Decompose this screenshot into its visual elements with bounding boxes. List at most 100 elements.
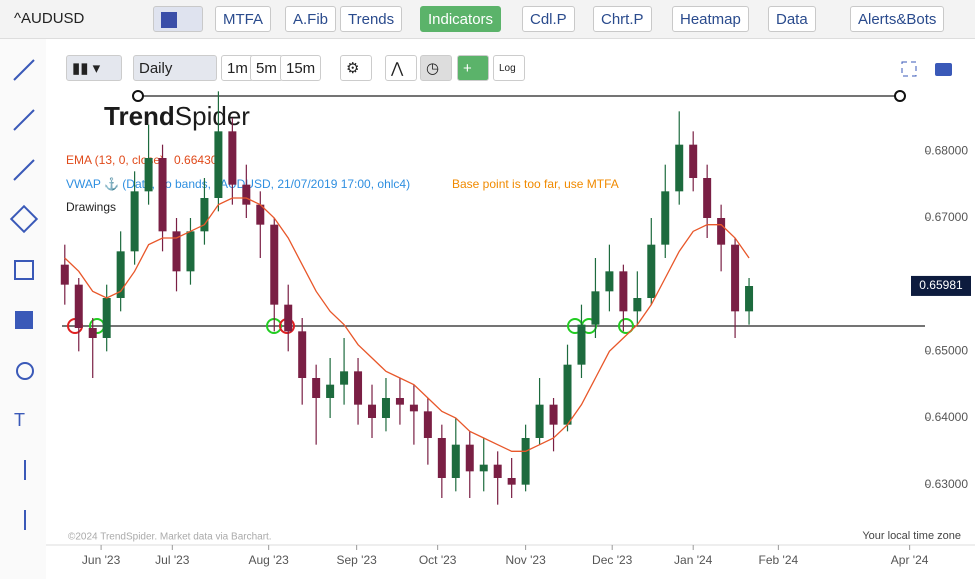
interval[interactable]: 1m xyxy=(221,55,254,81)
candle-body xyxy=(577,324,586,365)
settings[interactable]: ⚙ xyxy=(340,55,372,81)
line-handle xyxy=(132,90,144,102)
candle-body xyxy=(74,284,83,328)
fullscreen[interactable] xyxy=(901,61,917,77)
candle-body xyxy=(256,204,265,225)
candle-body xyxy=(214,131,223,198)
candle-body xyxy=(368,404,377,418)
drawing-tools[interactable] xyxy=(9,59,39,530)
candle-body xyxy=(563,364,572,425)
candle-body xyxy=(647,244,656,298)
x-tick-label: Jul '23 xyxy=(155,553,190,567)
candle-body xyxy=(423,411,432,438)
candle-body xyxy=(158,158,167,232)
candle-body xyxy=(242,184,251,205)
interval[interactable]: 5m xyxy=(250,55,283,81)
candle-body xyxy=(298,331,307,378)
candle-body xyxy=(200,198,209,232)
x-tick-label: Feb '24 xyxy=(759,553,799,567)
candle-body xyxy=(144,158,153,192)
y-tick-label: 0.68000 xyxy=(925,144,969,158)
candle-body xyxy=(535,404,544,438)
candle-body xyxy=(465,444,474,472)
x-tick-label: Jan '24 xyxy=(674,553,713,567)
button[interactable]: Trends xyxy=(340,6,403,32)
logo: TrendSpider xyxy=(104,101,250,131)
candle-body xyxy=(116,251,125,298)
tool[interactable]: ⋀ xyxy=(385,55,417,81)
sidebar xyxy=(0,0,46,579)
line-handle xyxy=(894,90,906,102)
candle-body xyxy=(451,444,460,478)
button[interactable]: Alerts&Bots xyxy=(850,6,945,32)
vwap-legend: VWAP ⚓ (Data, no bands, ^AUDUSD, 21/07/2… xyxy=(66,177,410,191)
candle-body xyxy=(60,264,69,285)
candle-body xyxy=(605,271,614,292)
button[interactable]: Data xyxy=(768,6,816,32)
candle-body xyxy=(88,328,97,338)
candle-body xyxy=(507,478,516,485)
candle-body xyxy=(381,398,390,418)
button[interactable]: Indicators xyxy=(420,6,502,32)
candle-body xyxy=(717,218,726,245)
candle-body xyxy=(354,371,363,405)
candle-body xyxy=(731,244,740,312)
candle-body xyxy=(130,191,139,252)
candle-body xyxy=(312,378,321,398)
crosshair[interactable]: + xyxy=(457,55,489,81)
camera[interactable] xyxy=(935,63,952,76)
candle-body xyxy=(675,144,684,192)
candle-body xyxy=(689,144,698,178)
timezone: Your local time zone xyxy=(862,530,961,542)
color-picker[interactable] xyxy=(153,6,203,32)
y-tick-label: 0.67000 xyxy=(925,210,969,224)
text-tool[interactable]: T xyxy=(14,410,25,430)
button[interactable]: A.Fib xyxy=(285,6,337,32)
ema-legend: EMA (13, 0, close) 0.66430 xyxy=(66,153,218,167)
candle-body xyxy=(102,298,111,338)
clock[interactable]: ◷ xyxy=(420,55,452,81)
candle-body xyxy=(270,224,279,305)
button[interactable]: Chrt.P xyxy=(593,6,652,32)
candle-body xyxy=(661,191,670,245)
candle-body xyxy=(521,438,530,485)
button[interactable]: MTFA xyxy=(215,6,271,32)
candle-body xyxy=(172,231,181,272)
x-tick-label: Sep '23 xyxy=(336,553,377,567)
button[interactable]: Heatmap xyxy=(672,6,749,32)
candle-body xyxy=(186,231,195,272)
x-tick-label: Oct '23 xyxy=(419,553,457,567)
timeframe[interactable]: Daily xyxy=(133,55,217,81)
candle-body xyxy=(549,404,558,425)
candle-body xyxy=(493,464,502,478)
log-toggle[interactable]: Log xyxy=(493,55,525,81)
x-tick-label: Aug '23 xyxy=(249,553,290,567)
x-tick-label: Dec '23 xyxy=(592,553,633,567)
candle-body xyxy=(633,298,642,312)
candle-body xyxy=(228,131,237,185)
warning: Base point is too far, use MTFA xyxy=(452,177,619,191)
symbol-input[interactable]: ^AUDUSD xyxy=(14,10,85,27)
interval[interactable]: 15m xyxy=(280,55,322,81)
candle-body xyxy=(437,438,446,478)
candle-body xyxy=(284,304,293,332)
candle-body xyxy=(395,398,404,405)
candle-body xyxy=(703,178,712,218)
x-tick-label: Nov '23 xyxy=(505,553,546,567)
candle-body xyxy=(326,384,335,398)
y-tick-label: 0.65000 xyxy=(925,344,969,358)
button[interactable]: Cdl.P xyxy=(522,6,575,32)
last-price-label: 0.65981 xyxy=(919,278,963,292)
chart-type[interactable]: ▮▮ ▾ xyxy=(66,55,122,81)
last-price-box xyxy=(911,275,971,296)
candle-body xyxy=(745,286,754,312)
ema-line xyxy=(64,197,750,452)
y-tick-label: 0.64000 xyxy=(925,410,969,424)
drawings-label: Drawings xyxy=(66,200,116,214)
copyright: ©2024 TrendSpider. Market data via Barch… xyxy=(68,532,272,543)
candle-body xyxy=(619,271,628,312)
x-tick-label: Jun '23 xyxy=(82,553,121,567)
candle-body xyxy=(409,404,418,412)
